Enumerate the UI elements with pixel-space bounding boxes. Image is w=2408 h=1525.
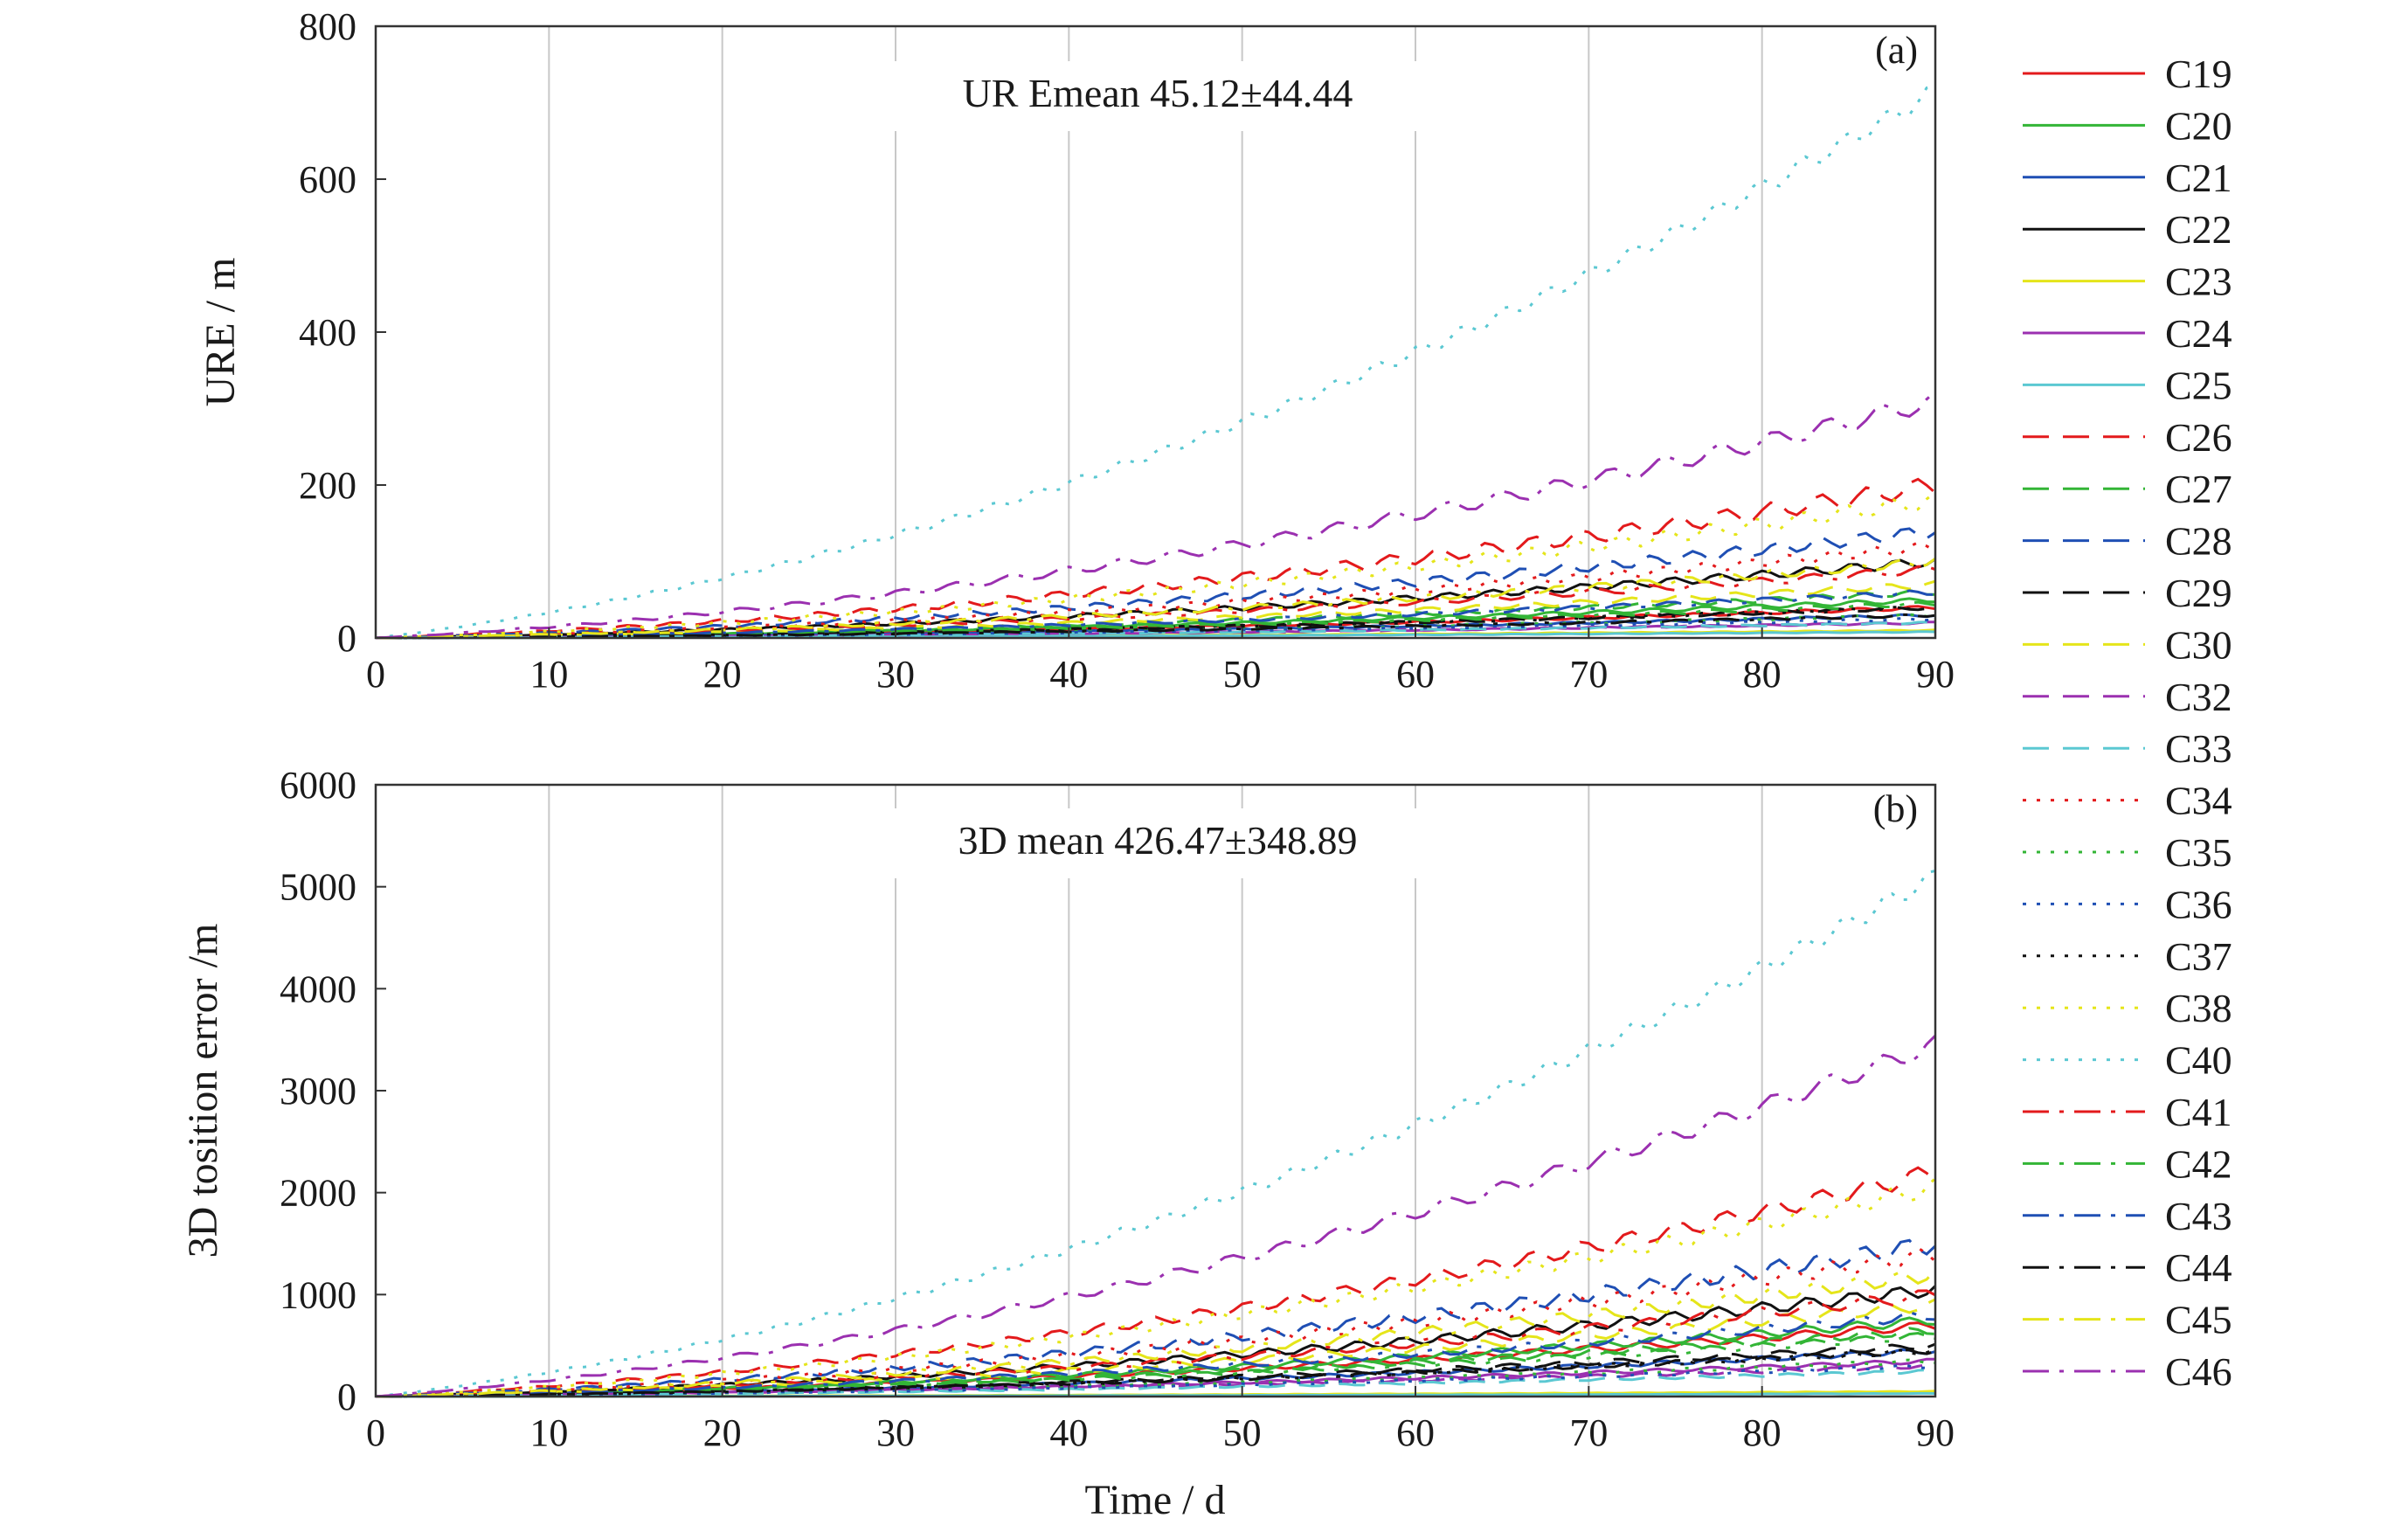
legend-label-C37: C37: [2165, 934, 2232, 979]
legend-label-C41: C41: [2165, 1090, 2232, 1134]
series-line-C36: [376, 617, 1936, 640]
ticks-a: 0 10 20 30 40 50 60 70 80 90 0 200 400 600 800: [299, 5, 1955, 696]
x-tick-label: 10: [529, 653, 568, 696]
series-line-C44: [375, 1348, 1936, 1398]
legend-label-C43: C43: [2165, 1194, 2232, 1238]
y-tick-label: 400: [299, 311, 356, 354]
series-group-b: [375, 869, 1937, 1398]
legend-label-C35: C35: [2165, 830, 2232, 875]
series-line-C34: [375, 541, 1936, 640]
legend-label-C27: C27: [2165, 467, 2232, 511]
x-tick-label: 60: [1396, 653, 1435, 696]
series-line-C43: [375, 589, 1936, 640]
series-line-C28: [375, 1238, 1937, 1398]
legend-label-C28: C28: [2165, 519, 2232, 564]
legend-label-C42: C42: [2165, 1141, 2232, 1186]
x-tick-label: 20: [703, 1411, 742, 1454]
x-tick-label: 0: [366, 653, 385, 696]
x-tick-label: 90: [1916, 653, 1955, 696]
ticks-b: 0 10 20 30 40 50 60 70 80 90 0 1000 2000 3000 4000 5000…: [280, 764, 1955, 1454]
grid-b: [548, 785, 1763, 1397]
legend-label-C24: C24: [2165, 311, 2232, 356]
y-tick-label: 6000: [280, 764, 356, 807]
legend-label-C33: C33: [2165, 726, 2232, 771]
x-tick-label: 50: [1223, 1411, 1262, 1454]
x-tick-label: 70: [1569, 1411, 1608, 1454]
x-tick-label: 40: [1049, 1411, 1088, 1454]
series-line-C26: [375, 1166, 1936, 1398]
y-tick-label: 0: [337, 1376, 356, 1418]
series-line-C46: [375, 1035, 1937, 1398]
legend-label-C32: C32: [2165, 675, 2232, 719]
y-tick-label: 600: [299, 158, 356, 201]
legend-label-C26: C26: [2165, 415, 2232, 460]
x-tick-label: 80: [1743, 1411, 1782, 1454]
y-tick-label: 200: [299, 464, 356, 507]
series-line-C43: [375, 1311, 1936, 1398]
y-axis-label-a: URE / m: [197, 258, 244, 407]
y-tick-label: 2000: [280, 1172, 356, 1215]
panel-label-a: (a): [1875, 29, 1918, 72]
series-line-C33: [375, 1369, 1936, 1398]
legend: C19 C20 C21 C22 C23 C24 C25 C26 C27 C28 C29 C30 C32 C…: [2023, 52, 2232, 1394]
y-tick-label: 1000: [280, 1273, 356, 1316]
x-tick-label: 10: [529, 1411, 568, 1454]
legend-label-C22: C22: [2165, 207, 2232, 252]
x-tick-label: 80: [1743, 653, 1782, 696]
series-line-C36: [375, 1363, 1936, 1398]
legend-label-C38: C38: [2165, 986, 2232, 1030]
series-line-C44: [375, 613, 1936, 640]
series-line-C46: [375, 391, 1936, 640]
y-tick-label: 4000: [280, 967, 356, 1010]
legend-label-C34: C34: [2165, 779, 2232, 823]
legend-label-C23: C23: [2165, 260, 2232, 304]
legend-label-C25: C25: [2165, 363, 2232, 407]
annotation-a: UR Emean 45.12±44.44: [963, 71, 1353, 115]
x-tick-label: 90: [1916, 1411, 1955, 1454]
x-tick-label: 30: [876, 1411, 915, 1454]
annotation-box-b: [891, 808, 1433, 878]
series-line-C40: [375, 84, 1936, 640]
legend-label-C30: C30: [2165, 622, 2232, 667]
legend-label-C19: C19: [2165, 52, 2232, 96]
y-axis-label-b: 3D tosition error /m: [180, 924, 226, 1258]
x-tick-label: 60: [1396, 1411, 1435, 1454]
x-tick-label: 50: [1223, 653, 1262, 696]
legend-label-C29: C29: [2165, 571, 2232, 615]
y-tick-label: 5000: [280, 866, 356, 909]
annotation-box-a: [891, 61, 1433, 131]
legend-label-C40: C40: [2165, 1038, 2232, 1083]
x-tick-label: 0: [366, 1411, 385, 1454]
x-tick-label: 20: [703, 653, 742, 696]
panel-label-b: (b): [1873, 787, 1918, 830]
y-tick-label: 0: [337, 617, 356, 660]
series-line-C34: [375, 1246, 1937, 1398]
legend-label-C46: C46: [2165, 1349, 2232, 1394]
legend-label-C45: C45: [2165, 1298, 2232, 1342]
series-line-C38: [375, 490, 1936, 640]
legend-label-C36: C36: [2165, 882, 2232, 926]
legend-label-C44: C44: [2165, 1245, 2232, 1290]
series-line-C45: [375, 557, 1936, 640]
x-tick-label: 40: [1049, 653, 1088, 696]
x-tick-label: 70: [1569, 653, 1608, 696]
x-tick-label: 30: [876, 653, 915, 696]
series-line-C28: [375, 527, 1936, 640]
legend-label-C21: C21: [2165, 156, 2232, 200]
panel-a: UR Emean 45.12±44.44 (a) 0 10 20 30 40 50 60 70…: [197, 5, 1955, 696]
legend-label-C20: C20: [2165, 103, 2232, 148]
annotation-b: 3D mean 426.47±348.89: [958, 818, 1357, 863]
y-tick-label: 3000: [280, 1070, 356, 1113]
series-line-C26: [375, 477, 1936, 640]
y-tick-label: 800: [299, 5, 356, 48]
series-line-C45: [375, 1268, 1937, 1398]
panel-b: 3D mean 426.47±348.89 (b) 0 10 20 30 40 50 60 7…: [180, 764, 1955, 1523]
x-axis-label: Time / d: [1085, 1477, 1226, 1521]
